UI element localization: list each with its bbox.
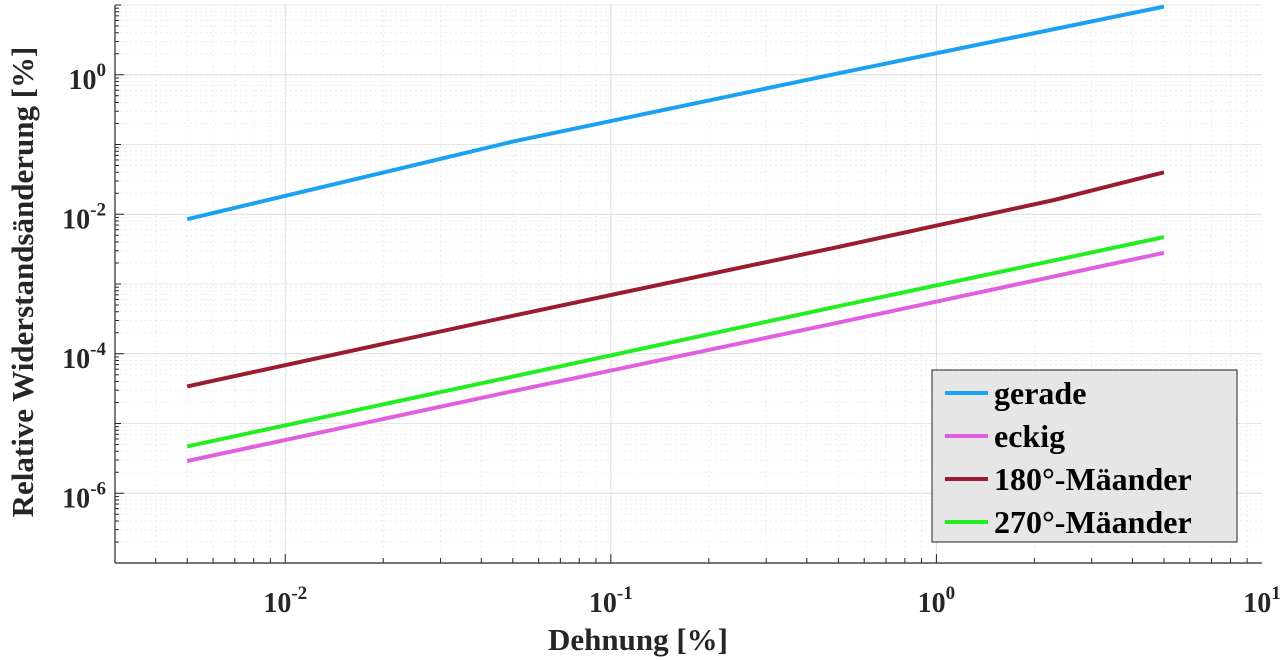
axes-frame — [114, 5, 1262, 564]
legend-box — [931, 369, 1238, 543]
series-line-3 — [186, 170, 1165, 389]
y-tick-labels: 10-6 10-4 10-2 100 — [62, 60, 106, 515]
x-tick-label: 10-2 — [263, 583, 307, 619]
x-tick-label: 100 — [918, 583, 956, 619]
series-line-1 — [186, 4, 1165, 222]
series-line-4 — [186, 235, 1165, 449]
series-line-2 — [186, 250, 1165, 463]
y-tick-label: 10-2 — [62, 199, 106, 235]
legend: gerade eckig 180°-Mäander 270°-Mäander — [931, 369, 1238, 543]
series-lines — [186, 4, 1165, 463]
y-tick-label: 10-6 — [62, 478, 106, 514]
y-tick-label: 10-4 — [62, 339, 106, 375]
axis-ticks — [114, 4, 1248, 564]
legend-label-2: eckig — [994, 418, 1065, 454]
x-tick-labels: 10-2 10-1 100 101 — [263, 583, 1280, 619]
x-tick-label: 10-1 — [589, 583, 633, 619]
y-tick-label: 100 — [69, 60, 107, 96]
y-axis-label: Relative Widerstandsänderung [%] — [5, 47, 40, 518]
legend-label-1: gerade — [994, 375, 1086, 411]
x-tick-label: 101 — [1243, 583, 1281, 619]
x-axis-label: Dehnung [%] — [548, 622, 728, 657]
legend-label-3: 180°-Mäander — [994, 461, 1192, 497]
legend-label-4: 270°-Mäander — [994, 504, 1192, 540]
